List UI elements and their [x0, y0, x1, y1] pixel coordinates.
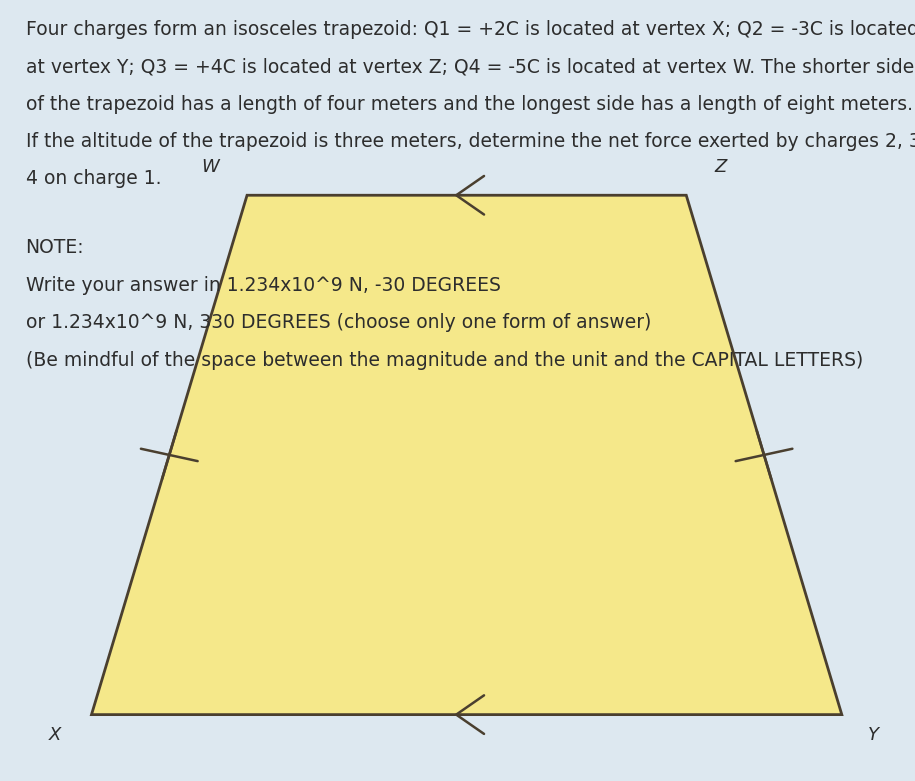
- Text: X: X: [48, 726, 61, 744]
- Text: W: W: [201, 158, 220, 176]
- Text: Four charges form an isosceles trapezoid: Q1 = +2C is located at vertex X; Q2 = : Four charges form an isosceles trapezoid…: [26, 20, 915, 38]
- Text: Z: Z: [715, 158, 727, 176]
- Text: or 1.234x10^9 N, 330 DEGREES (choose only one form of answer): or 1.234x10^9 N, 330 DEGREES (choose onl…: [26, 313, 651, 332]
- Text: If the altitude of the trapezoid is three meters, determine the net force exerte: If the altitude of the trapezoid is thre…: [26, 132, 915, 151]
- Text: 4 on charge 1.: 4 on charge 1.: [26, 169, 161, 188]
- Text: Write your answer in 1.234x10^9 N, -30 DEGREES: Write your answer in 1.234x10^9 N, -30 D…: [26, 276, 501, 294]
- Text: (Be mindful of the space between the magnitude and the unit and the CAPITAL LETT: (Be mindful of the space between the mag…: [26, 351, 863, 369]
- Polygon shape: [92, 195, 842, 715]
- Text: Y: Y: [868, 726, 879, 744]
- Text: at vertex Y; Q3 = +4C is located at vertex Z; Q4 = -5C is located at vertex W. T: at vertex Y; Q3 = +4C is located at vert…: [26, 57, 914, 76]
- Text: of the trapezoid has a length of four meters and the longest side has a length o: of the trapezoid has a length of four me…: [26, 95, 912, 113]
- Text: NOTE:: NOTE:: [26, 238, 84, 257]
